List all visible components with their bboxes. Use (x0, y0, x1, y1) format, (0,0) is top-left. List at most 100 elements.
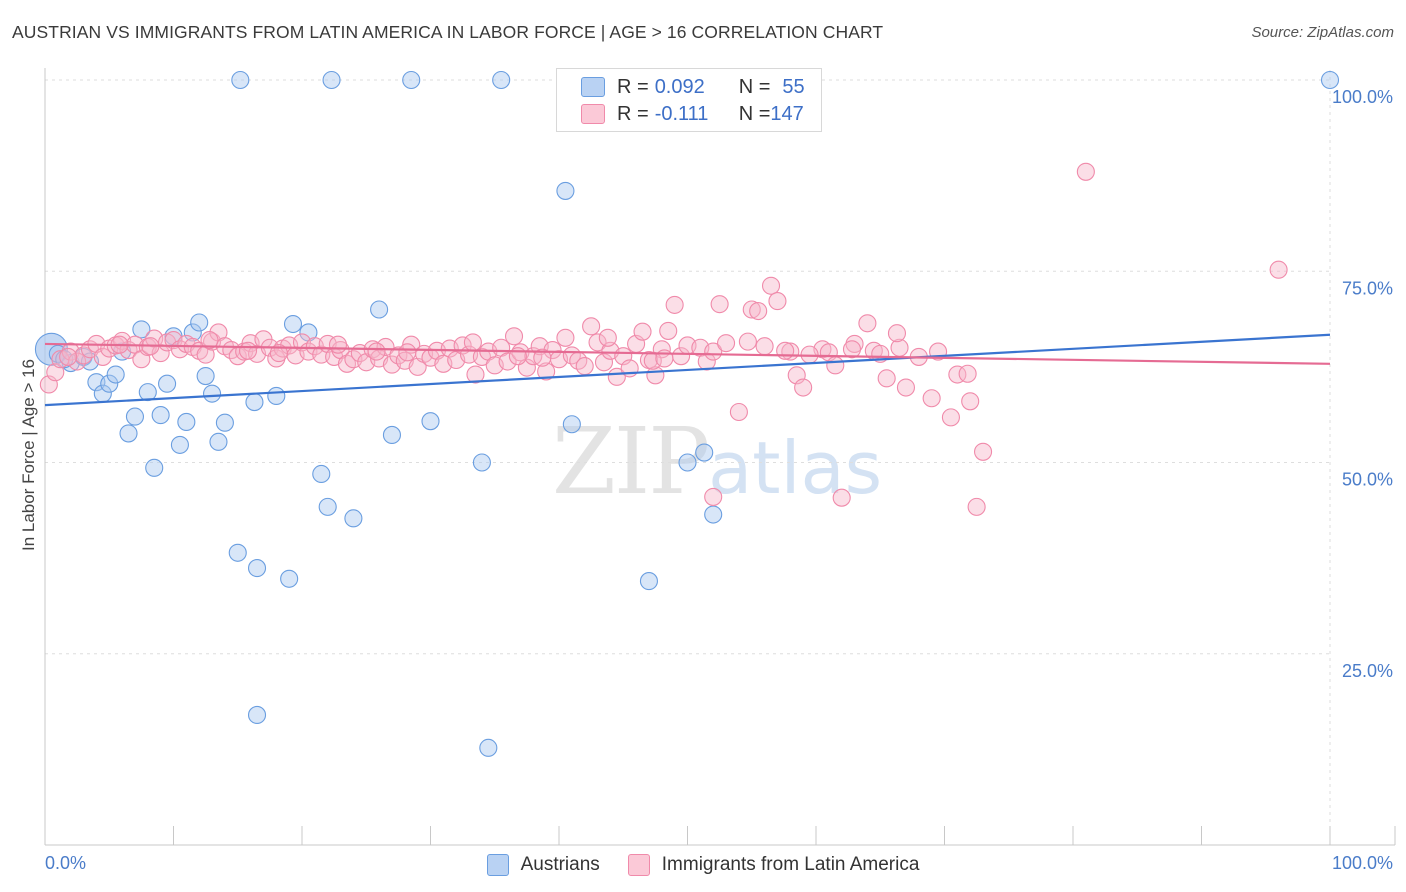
data-point (842, 340, 862, 359)
data-point (245, 393, 264, 412)
data-point (582, 317, 601, 336)
data-point (151, 344, 170, 363)
data-point (177, 412, 196, 432)
data-point (776, 341, 795, 360)
data-point (887, 324, 907, 343)
data-point (877, 369, 896, 388)
data-point (318, 497, 337, 516)
data-point (283, 314, 303, 334)
data-point (421, 412, 440, 431)
data-point (958, 364, 977, 383)
y-tick-label: 25.0% (1342, 661, 1393, 681)
data-point (695, 443, 714, 462)
data-point (556, 181, 575, 200)
data-point (132, 320, 151, 339)
data-point (228, 543, 247, 562)
data-point (106, 365, 125, 384)
data-point (190, 313, 209, 332)
data-point (537, 362, 556, 381)
legend-n-value: 55 (782, 75, 805, 98)
data-point (639, 572, 659, 591)
data-point (100, 374, 119, 393)
legend-swatch-latin-america (581, 104, 605, 124)
data-point (138, 383, 157, 402)
data-point (269, 344, 288, 363)
data-point (633, 322, 652, 341)
data-point (858, 314, 877, 333)
data-point (280, 569, 299, 588)
legend-swatch-austrians (581, 77, 605, 97)
data-point (209, 432, 228, 451)
data-point (794, 378, 813, 397)
legend-n-value: 147 (770, 102, 804, 125)
data-point (328, 335, 348, 354)
trend-line-latin-america (44, 342, 1331, 365)
data-point (948, 365, 967, 384)
stats-legend: R = 0.092 N = 55 R = -0.111 N = 147 (556, 68, 822, 132)
data-point (678, 453, 697, 472)
legend-row-austrians: R = 0.092 N = 55 (581, 74, 805, 100)
legend-r-value: 0.092 (654, 75, 705, 98)
data-point (562, 415, 581, 434)
data-point (183, 323, 202, 342)
legend-swatch-latin-america (627, 854, 650, 876)
data-point (158, 374, 177, 393)
data-point (967, 497, 986, 516)
legend-item-latin-america: Immigrants from Latin America (627, 854, 919, 876)
data-point (755, 337, 774, 356)
x-tick-label: 100.0% (1332, 853, 1393, 873)
data-point (337, 354, 357, 373)
chart-source: Source: ZipAtlas.com (1251, 24, 1394, 41)
data-point (267, 386, 286, 405)
data-point (215, 413, 234, 432)
data-point (973, 442, 993, 461)
data-point (575, 357, 594, 376)
data-point (832, 488, 851, 507)
data-point (1320, 70, 1340, 90)
data-point (716, 334, 736, 353)
legend-item-austrians: Austrians (486, 854, 600, 876)
data-point (231, 70, 250, 90)
data-point (196, 367, 215, 386)
axes (44, 68, 1396, 846)
data-point (710, 295, 729, 314)
data-point (761, 276, 781, 295)
data-point (742, 300, 761, 319)
data-point (145, 458, 164, 477)
data-point (203, 384, 222, 403)
data-point (594, 353, 614, 372)
legend-n-label: N = (738, 75, 771, 98)
data-point (398, 343, 417, 362)
tick-labels: 100.0% 75.0% 50.0% 25.0% 0.0% 100.0% (45, 87, 1393, 873)
watermark-atlas: atlas (708, 426, 883, 510)
trend-lines (44, 333, 1331, 407)
x-tick-label: 0.0% (45, 853, 86, 873)
legend-n-label: N = (738, 102, 771, 125)
trend-line-austrians (44, 333, 1331, 407)
data-point (1076, 162, 1095, 181)
data-point (896, 378, 916, 397)
data-point (402, 70, 421, 90)
legend-label-austrians: Austrians (520, 854, 600, 875)
data-point (498, 352, 517, 371)
data-point (463, 333, 482, 352)
data-point (749, 301, 768, 321)
data-point (125, 407, 144, 426)
data-point (704, 342, 723, 361)
data-point (59, 347, 78, 366)
data-point (170, 435, 189, 454)
data-point (961, 392, 980, 411)
legend-r-label: R = (617, 75, 649, 98)
data-point (697, 352, 716, 371)
legend-swatch-austrians (486, 854, 509, 876)
data-point (370, 300, 389, 319)
watermark: ZIPatlas (552, 408, 882, 515)
data-point (151, 406, 170, 425)
data-point (941, 408, 960, 427)
y-tick-label: 75.0% (1342, 278, 1393, 298)
data-point (1269, 260, 1288, 279)
data-point (826, 356, 845, 375)
data-point (704, 505, 723, 524)
data-point (922, 389, 941, 408)
data-point (533, 348, 552, 367)
